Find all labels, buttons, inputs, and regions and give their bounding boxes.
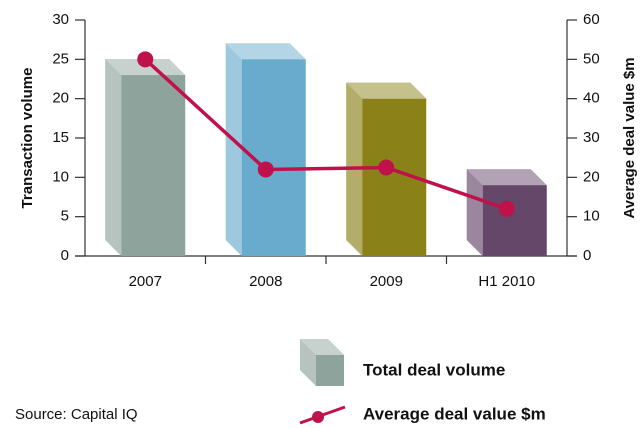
legend-marker [312, 411, 324, 423]
bar-shade [105, 59, 122, 256]
bar-shade [346, 82, 427, 99]
x-tick-label: H1 2010 [478, 273, 535, 290]
bar-shade [466, 169, 547, 186]
source: Source: Capital IQ [15, 406, 138, 423]
y2-tick-label: 60 [583, 11, 600, 28]
x-tick-label: 2009 [370, 273, 403, 290]
legend-swatch-shade [300, 339, 316, 386]
line-point [257, 161, 274, 178]
y-axis-label: Transaction volume [19, 68, 36, 209]
line-point [378, 159, 395, 176]
y2-tick-label: 40 [583, 90, 600, 107]
bar-shade [466, 169, 483, 256]
legend-swatch-shade [300, 339, 344, 355]
line [144, 58, 508, 211]
y2-tick-label: 20 [583, 168, 600, 185]
y2-axis-label: Average deal value $m [621, 57, 638, 218]
y-tick-label: 20 [52, 90, 69, 107]
y2-tick-label: 10 [583, 208, 600, 225]
y2-tick-label: 50 [583, 50, 600, 67]
y2-tick-label: 0 [583, 247, 591, 264]
y-tick-label: 0 [61, 247, 69, 264]
x-tick-label: 2007 [129, 273, 162, 290]
y-tick-label: 15 [52, 129, 69, 146]
bar-side [225, 43, 242, 257]
line-point [498, 200, 515, 217]
y-tick-label: 30 [52, 11, 69, 28]
bar [121, 75, 186, 256]
legend-label: Average deal value $m [363, 404, 546, 423]
x-tick-label: 2008 [249, 273, 282, 290]
bar [482, 185, 547, 256]
y-tick-label: 10 [52, 168, 69, 185]
y2-tick-label: 30 [583, 129, 600, 146]
bar-shade [225, 43, 242, 257]
legend-swatch [316, 355, 344, 386]
legend-label: Total deal volume [363, 360, 505, 379]
bar-side [105, 59, 122, 256]
legend-swatch-side [300, 339, 316, 386]
bar-shade [225, 43, 306, 60]
line-point [137, 51, 154, 68]
y-tick-label: 5 [61, 208, 69, 225]
y-tick-label: 25 [52, 50, 69, 67]
bar-side [466, 169, 483, 256]
